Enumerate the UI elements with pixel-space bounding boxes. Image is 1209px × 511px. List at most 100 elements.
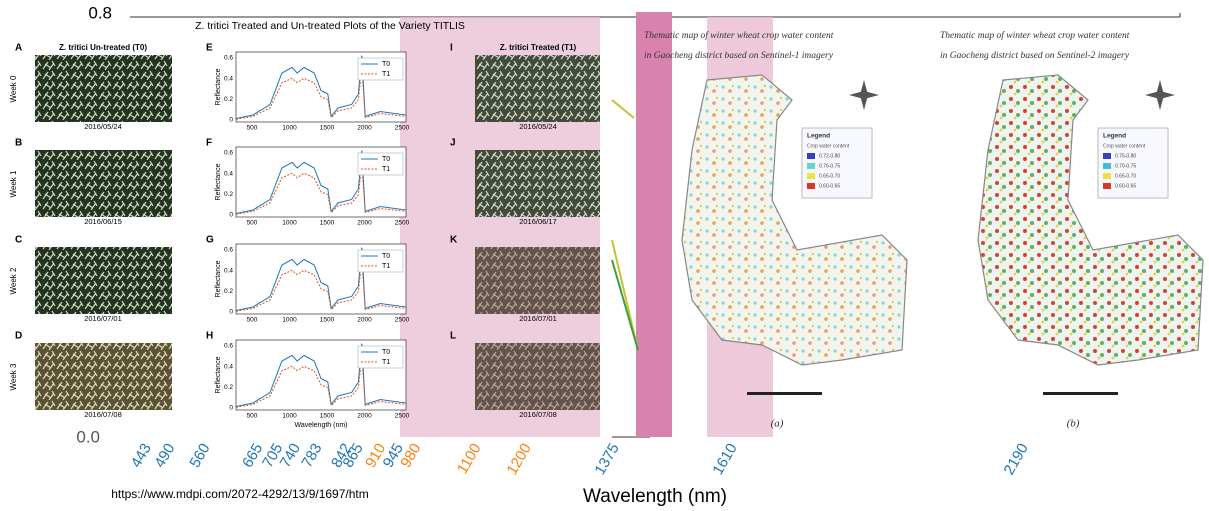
field-photo <box>475 343 600 410</box>
photo-date: 2016/06/15 <box>84 217 122 226</box>
y-tick-label: 0 <box>229 309 233 316</box>
x-tick-label: 1000 <box>282 317 297 324</box>
panel-letter: G <box>206 235 214 246</box>
y-tick-label: 0 <box>229 117 233 124</box>
x-tick-label: 1500 <box>320 220 335 227</box>
week-label: Week 0 <box>9 75 18 103</box>
legend-label: 0.75-0.80 <box>1115 153 1136 159</box>
y-tick-label: 0.4 <box>224 267 233 274</box>
panel-letter: K <box>450 235 458 246</box>
y-axis-label: Reflectance <box>215 68 222 105</box>
legend-label: T1 <box>382 263 390 270</box>
photo-date: 2016/07/08 <box>84 410 122 419</box>
photo-date: 2016/07/01 <box>519 314 557 323</box>
legend-subtitle: Crop water content <box>1103 143 1146 149</box>
legend-swatch <box>1103 153 1111 159</box>
panel-letter: B <box>15 138 22 149</box>
x-tick-label: 2500 <box>395 413 410 420</box>
y-tick-label: 0.4 <box>224 363 233 370</box>
x-tick-label: 2500 <box>395 125 410 132</box>
legend-box <box>358 58 403 80</box>
panel-letter: D <box>15 331 22 342</box>
x-tick-label: 1500 <box>320 317 335 324</box>
legend-box <box>358 250 403 272</box>
legend-label: T0 <box>382 253 390 260</box>
legend-swatch <box>807 153 815 159</box>
map-caption: (a) <box>771 418 784 430</box>
north-arrow <box>849 80 879 110</box>
panel-letter: H <box>206 331 213 342</box>
x-tick-label: 1100 <box>454 440 485 476</box>
legend-box <box>358 153 403 175</box>
x-tick-label: 783 <box>298 440 325 470</box>
y-tick-label: 0.4 <box>224 75 233 82</box>
legend-label: T1 <box>382 71 390 78</box>
scale-bar <box>747 392 822 395</box>
x-tick-label: 500 <box>247 220 258 227</box>
shaded-band <box>636 12 672 437</box>
map-title: Thematic map of winter wheat crop water … <box>644 30 834 41</box>
field-photo <box>35 150 172 217</box>
legend-label: T1 <box>382 359 390 366</box>
legend-label: T0 <box>382 61 390 68</box>
legend-label: 0.60-0.65 <box>819 183 840 189</box>
legend-label: 0.65-0.70 <box>1115 173 1136 179</box>
y-tick-label: 0.2 <box>224 288 233 295</box>
y-axis-label: Reflectance <box>215 260 222 297</box>
legend-label: 0.72-0.80 <box>819 153 840 159</box>
x-tick-label: 500 <box>247 125 258 132</box>
legend-label: T1 <box>382 166 390 173</box>
source-url: https://www.mdpi.com/2072-4292/13/9/1697… <box>111 487 368 501</box>
y-axis-label: Reflectance <box>215 356 222 393</box>
district-map <box>682 75 907 365</box>
field-photo <box>35 55 172 122</box>
y-tick-label: 0.6 <box>224 343 233 350</box>
scale-bar <box>1043 392 1118 395</box>
x-tick-label: 2500 <box>395 317 410 324</box>
panel-letter: C <box>15 235 22 246</box>
x-tick-label: 560 <box>186 440 213 470</box>
legend-swatch <box>1103 183 1111 189</box>
line-fragment <box>612 100 638 350</box>
panel-letter: L <box>450 331 456 342</box>
legend-subtitle: Crop water content <box>807 143 850 149</box>
x-tick-label: 500 <box>247 317 258 324</box>
week-label: Week 2 <box>9 267 18 295</box>
x-tick-label: 1000 <box>282 220 297 227</box>
x-tick-label: 490 <box>151 440 178 470</box>
y-tick-label: 0.2 <box>224 96 233 103</box>
photo-date: 2016/07/01 <box>84 314 122 323</box>
legend-label: 0.76-0.75 <box>819 163 840 169</box>
north-arrow <box>1145 80 1175 110</box>
x-tick-label: 2000 <box>357 317 372 324</box>
map-title: in Gaocheng district based on Sentinel-1… <box>644 51 834 61</box>
map-caption: (b) <box>1067 418 1080 430</box>
legend-label: 0.70-0.75 <box>1115 163 1136 169</box>
page: 0.8 0.0 Wavelength (nm) Z. tritici Treat… <box>0 0 1209 511</box>
photo-date: 2016/07/08 <box>519 410 557 419</box>
y-tick-label: 0.4 <box>224 170 233 177</box>
x-tick-label: 2000 <box>357 413 372 420</box>
panel-letter: A <box>15 43 22 54</box>
legend-title: Legend <box>1103 133 1126 140</box>
y-tick-label: 0.6 <box>224 247 233 254</box>
x-tick-label: 1000 <box>282 125 297 132</box>
y-tick-label: 0.2 <box>224 191 233 198</box>
field-photo <box>35 343 172 410</box>
x-tick-label: 2000 <box>357 125 372 132</box>
y-axis-label: Reflectance <box>215 163 222 200</box>
y-tick-label: 0.6 <box>224 150 233 157</box>
field-photo <box>475 150 600 217</box>
x-tick-label: 1500 <box>320 125 335 132</box>
figure-title: Z. tritici Treated and Un-treated Plots … <box>195 20 465 32</box>
legend-swatch <box>807 173 815 179</box>
panel-letter: J <box>450 138 456 149</box>
legend-label: T0 <box>382 156 390 163</box>
y-tick-label: 0.2 <box>224 384 233 391</box>
photo-date: 2016/05/24 <box>84 122 122 131</box>
y-tick-label: 0.0 <box>76 427 100 446</box>
x-tick-label: 2000 <box>357 220 372 227</box>
panel-letter: E <box>206 43 213 54</box>
legend-swatch <box>1103 163 1111 169</box>
photo-date: 2016/05/24 <box>519 122 557 131</box>
